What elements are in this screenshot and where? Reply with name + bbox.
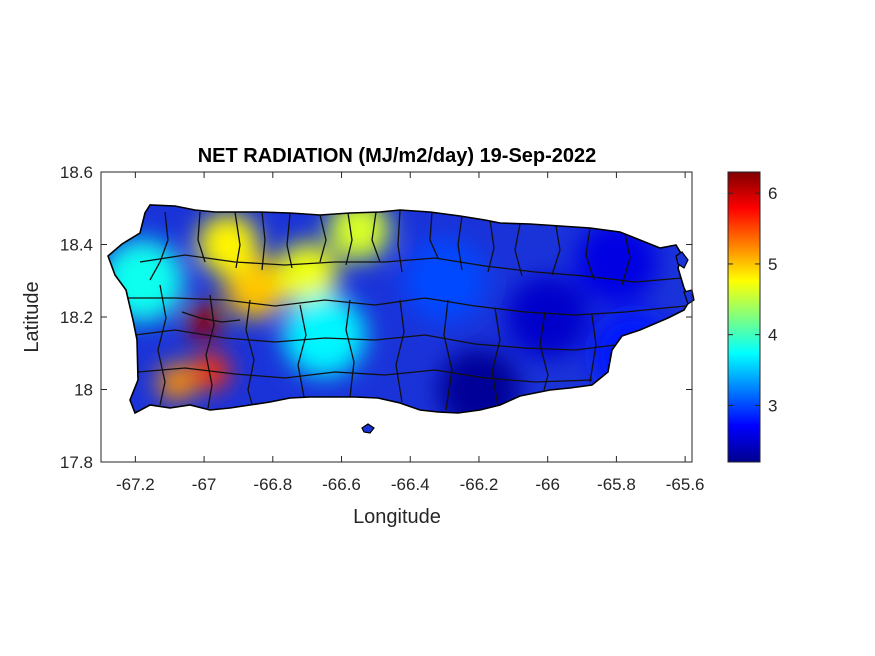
municipality-boundary xyxy=(345,299,355,398)
y-axis: 17.8 18 18.2 18.4 18.6 xyxy=(60,163,692,472)
x-tick-label: -66 xyxy=(535,475,560,494)
x-tick-label: -65.6 xyxy=(666,475,705,494)
municipality-boundary xyxy=(134,329,616,351)
radiation-region xyxy=(276,242,339,305)
municipality-boundary xyxy=(319,214,327,263)
municipality-boundary xyxy=(429,211,439,259)
municipality-boundary xyxy=(245,299,255,405)
municipality-boundary xyxy=(621,233,631,286)
municipality-boundary xyxy=(589,314,597,383)
municipality-boundary xyxy=(371,211,381,263)
municipality-boundary xyxy=(149,211,169,281)
municipality-boundary xyxy=(205,294,215,409)
municipality-boundary xyxy=(585,227,595,281)
municipality-boundary xyxy=(539,311,549,391)
y-tick-label: 18.6 xyxy=(60,163,93,182)
small-island-vieques xyxy=(675,251,689,269)
colorbar-tick-label: 4 xyxy=(768,326,777,345)
x-tick-label: -65.8 xyxy=(597,475,636,494)
small-island-caja-de-muertos xyxy=(361,423,375,434)
colorbar-ticks: 3 4 5 6 xyxy=(728,184,777,415)
radiation-region xyxy=(403,239,486,322)
y-tick-label: 18 xyxy=(74,381,93,400)
x-tick-label: -67.2 xyxy=(116,475,155,494)
municipality-boundary xyxy=(297,304,307,398)
municipality-boundary xyxy=(234,211,241,269)
colorbar-tick-label: 3 xyxy=(768,396,777,415)
x-axis: -67.2 -67 -66.8 -66.6 -66.4 -66.2 -66 -65.8 -65.… xyxy=(116,172,705,494)
x-tick-label: -67 xyxy=(192,475,217,494)
municipality-boundary xyxy=(139,254,683,283)
municipality-boundary xyxy=(491,307,501,407)
municipality-boundary xyxy=(514,223,523,277)
colorbar: 3 4 5 6 xyxy=(727,171,777,463)
municipality-boundary xyxy=(261,211,266,271)
x-tick-label: -66.8 xyxy=(253,475,292,494)
municipality-boundary xyxy=(181,311,241,323)
x-tick-label: -66.2 xyxy=(460,475,499,494)
y-tick-label: 18.4 xyxy=(60,236,93,255)
colorbar-tick-label: 5 xyxy=(768,255,777,274)
municipality-boundary xyxy=(551,225,561,276)
municipality-boundary xyxy=(395,299,405,403)
radiation-region xyxy=(283,293,366,377)
municipality-boundary xyxy=(397,209,403,273)
map-layer xyxy=(108,205,690,413)
municipality-boundary xyxy=(197,211,206,263)
municipality-boundary xyxy=(487,219,495,273)
chart-title: NET RADIATION (MJ/m2/day) 19-Sep-2022 xyxy=(198,145,597,167)
y-axis-label: Latitude xyxy=(21,281,43,352)
radiation-region xyxy=(185,301,223,340)
radiation-region xyxy=(575,221,658,304)
municipality-boundary xyxy=(345,212,353,266)
municipality-boundaries xyxy=(128,209,686,411)
colorbar-tick-label: 6 xyxy=(768,184,777,203)
x-tick-label: -66.4 xyxy=(391,475,430,494)
colorbar-gradient xyxy=(727,171,761,463)
radiation-region xyxy=(506,275,589,359)
municipality-boundary xyxy=(286,213,293,269)
municipality-boundary xyxy=(443,299,453,411)
radiation-region xyxy=(197,213,260,276)
x-axis-label: Longitude xyxy=(353,506,441,528)
x-tick-label: -66.6 xyxy=(322,475,361,494)
municipality-boundary xyxy=(137,367,593,383)
y-tick-label: 17.8 xyxy=(60,453,93,472)
radiation-region xyxy=(157,363,196,402)
y-tick-label: 18.2 xyxy=(60,308,93,327)
municipality-boundary xyxy=(157,284,167,406)
